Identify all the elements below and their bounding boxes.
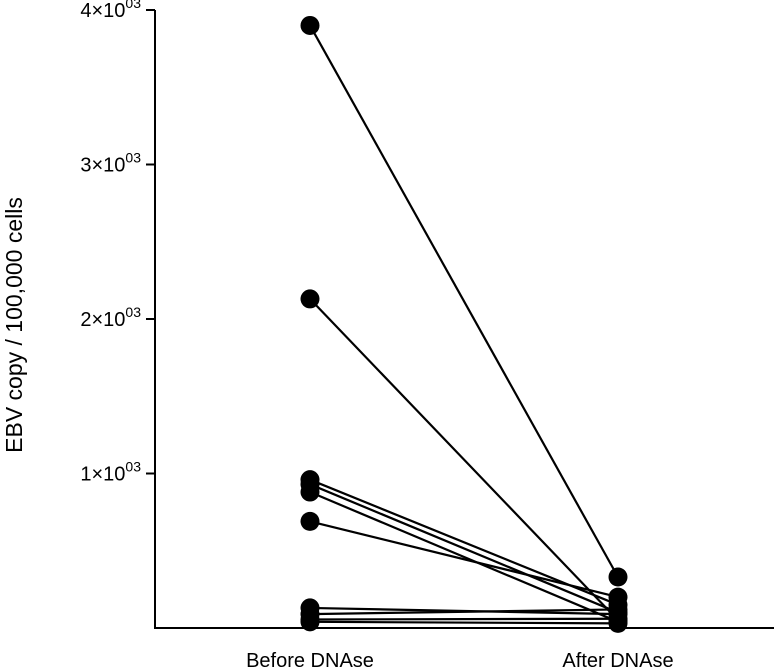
- y-tick-exponent: 03: [125, 0, 141, 11]
- point-after-10: [608, 613, 628, 633]
- y-tick-exponent: 03: [125, 459, 141, 475]
- data-points: [300, 15, 628, 633]
- point-before-10: [300, 612, 320, 632]
- point-after-1: [608, 567, 628, 587]
- y-tick-label: 2×1003: [80, 304, 141, 331]
- pair-line-1: [309, 24, 619, 578]
- x-tick-label-after: After DNAse: [562, 650, 673, 672]
- pair-line-10: [309, 620, 619, 625]
- pair-line-8: [309, 608, 619, 616]
- y-tick-label: 1×1003: [80, 459, 141, 486]
- pair-lines: [309, 24, 619, 625]
- pair-line-5: [309, 491, 619, 623]
- y-tick-exponent: 03: [125, 150, 141, 166]
- y-tick-label: 4×1003: [80, 0, 141, 22]
- point-before-6: [300, 511, 320, 531]
- y-tick-mantissa: 1×10: [80, 464, 125, 486]
- point-before-1: [300, 15, 320, 35]
- y-tick-mantissa: 4×10: [80, 0, 125, 22]
- y-axis-title: EBV copy / 100,000 cells: [1, 197, 27, 453]
- x-tick-label-before: Before DNAse: [246, 650, 374, 672]
- pair-line-9: [309, 617, 619, 621]
- pair-line-6: [309, 520, 619, 599]
- axes: [154, 10, 774, 629]
- y-tick-exponent: 03: [125, 304, 141, 320]
- y-tick-label: 3×1003: [80, 150, 141, 177]
- y-tick-mantissa: 3×10: [80, 155, 125, 177]
- pair-line-4: [309, 483, 619, 614]
- y-tick-mantissa: 2×10: [80, 309, 125, 331]
- point-before-5: [300, 482, 320, 502]
- x-labels: Before DNAse After DNAse: [246, 650, 674, 672]
- point-before-2: [300, 289, 320, 309]
- pair-line-2: [309, 298, 619, 622]
